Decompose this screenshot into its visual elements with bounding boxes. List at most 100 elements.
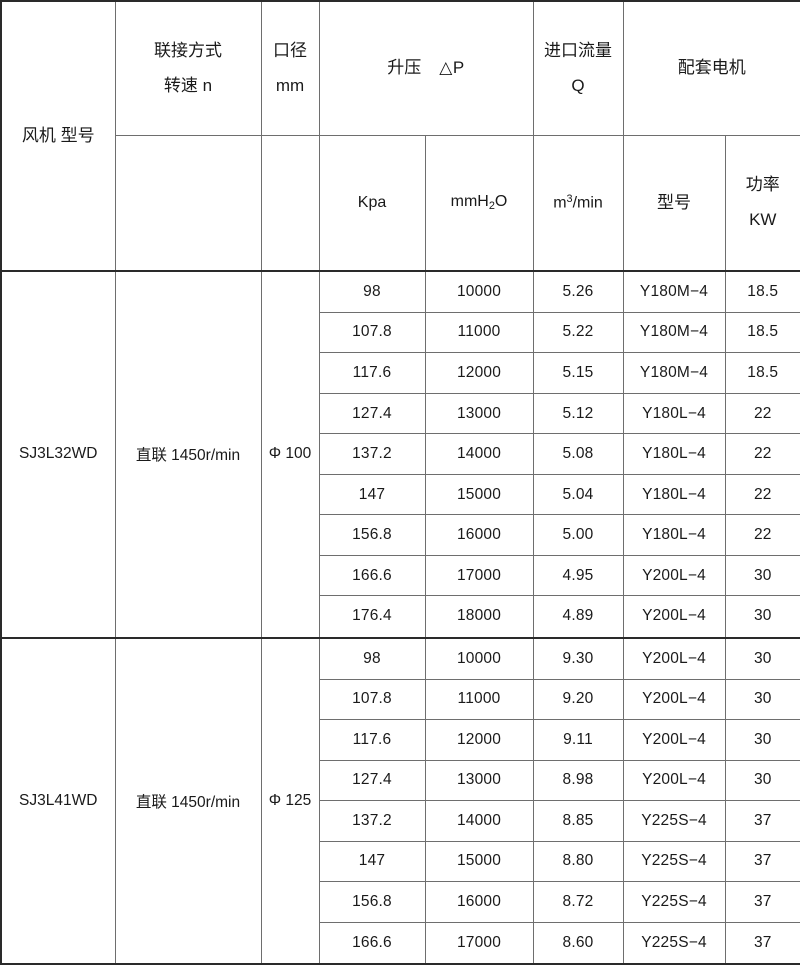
cell-pressure-mmh2o: 13000 (424, 392, 534, 435)
cell-inlet-flow: 5.26 (532, 269, 624, 313)
cell-pressure-mmh2o: 13000 (424, 759, 534, 802)
table-row: SJ3L32WD 直联 1450r/min Φ 100 98 10000 5.26 Y180… (0, 269, 800, 638)
header-blank-coupling (114, 135, 262, 272)
cell-pressure-mmh2o: 10000 (424, 269, 534, 313)
header-inlet-flow-label: 进口流量 (544, 40, 613, 60)
cell-motor-power: 30 (724, 636, 800, 680)
cell-motor-power: 37 (724, 800, 800, 842)
cell-motor-model: Y180L−4 (622, 473, 726, 516)
cell-inlet-flow: 5.15 (532, 352, 624, 394)
cell-motor-power: 22 (724, 392, 800, 435)
cell-inlet-flow: 4.95 (532, 554, 624, 597)
cell-motor-power: 18.5 (724, 311, 800, 354)
cell-motor-power: 37 (724, 840, 800, 883)
header-bore-label: 口径 (273, 40, 307, 60)
cell-inlet-flow: 5.12 (532, 392, 624, 435)
cell-motor-power: 30 (724, 759, 800, 802)
header-motor-power: 功率 KW (724, 135, 800, 272)
header-bore-unit: mm (275, 76, 305, 96)
header-pressure-rise: 升压 △P (318, 0, 534, 137)
cell-pressure-mmh2o: 15000 (424, 473, 534, 516)
cell-inlet-flow: 5.00 (532, 514, 624, 556)
cell-motor-model: Y225S−4 (622, 921, 726, 965)
table-row: 147 15000 8.80 Y225S−4 37 (1, 840, 800, 883)
cell-motor-model: Y225S−4 (622, 800, 726, 842)
header-unit-mmh2o: mmH2O (424, 135, 534, 272)
table-row: 156.8 16000 8.72 Y225S−4 37 (1, 881, 800, 923)
cell-pressure-kpa: 137.2 (318, 800, 426, 842)
cell-motor-model: Y180M−4 (622, 269, 726, 313)
cell-pressure-mmh2o: 18000 (424, 595, 534, 638)
cell-inlet-flow: 8.98 (532, 759, 624, 802)
cell-pressure-kpa: 117.6 (318, 719, 426, 761)
cell-inlet-flow: 5.22 (532, 311, 624, 354)
cell-motor-model: Y225S−4 (622, 881, 726, 923)
header-bore: 口径 mm (260, 0, 320, 137)
table-row: 127.4 13000 8.98 Y200L−4 30 (1, 759, 800, 802)
cell-pressure-kpa: 127.4 (318, 759, 426, 802)
cell-motor-model: Y200L−4 (622, 554, 726, 597)
cell-pressure-mmh2o: 14000 (424, 800, 534, 842)
cell-pressure-kpa: 176.4 (318, 595, 426, 638)
header-motor-power-unit: KW (749, 210, 777, 230)
cell-motor-model: Y180L−4 (622, 514, 726, 556)
cell-pressure-kpa: 156.8 (318, 514, 426, 556)
cell-bore: Φ 100 (260, 269, 320, 638)
cell-pressure-mmh2o: 17000 (424, 921, 534, 965)
header-coupling-speed: 联接方式 转速 n (114, 0, 262, 137)
cell-inlet-flow: 5.04 (532, 473, 624, 516)
cell-pressure-mmh2o: 12000 (424, 352, 534, 394)
cell-pressure-mmh2o: 11000 (424, 311, 534, 354)
cell-motor-model: Y200L−4 (622, 595, 726, 638)
cell-inlet-flow: 9.11 (532, 719, 624, 761)
cell-motor-model: Y200L−4 (622, 759, 726, 802)
header-speed-label: 转速 n (163, 76, 213, 96)
cell-pressure-mmh2o: 14000 (424, 433, 534, 475)
cell-inlet-flow: 5.08 (532, 433, 624, 475)
cell-pressure-kpa: 98 (318, 269, 426, 313)
unit-mmh2o-prefix: mmH (450, 193, 489, 211)
cell-pressure-kpa: 98 (318, 636, 426, 680)
cell-motor-power: 30 (724, 678, 800, 721)
cell-pressure-mmh2o: 17000 (424, 554, 534, 597)
cell-pressure-kpa: 127.4 (318, 392, 426, 435)
cell-motor-power: 22 (724, 473, 800, 516)
table-row: SJ3L41WD 直联 1450r/min Φ 125 98 10000 9.30 Y200… (0, 636, 800, 965)
table-row: 147 15000 5.04 Y180L−4 22 (1, 473, 800, 516)
unit-mmh2o-subscript: 2 (488, 200, 495, 213)
header-motor-power-label: 功率 (745, 175, 780, 195)
cell-inlet-flow: 8.60 (532, 921, 624, 965)
cell-motor-model: Y180M−4 (622, 311, 726, 354)
cell-bore: Φ 125 (260, 636, 320, 965)
cell-fan-model: SJ3L32WD (0, 269, 116, 638)
cell-motor-power: 37 (724, 921, 800, 965)
cell-motor-power: 22 (724, 514, 800, 556)
cell-pressure-kpa: 166.6 (318, 921, 426, 965)
header-inlet-flow: 进口流量 Q (532, 0, 624, 137)
cell-inlet-flow: 8.85 (532, 800, 624, 842)
cell-motor-model: Y180L−4 (622, 433, 726, 475)
table-row: 176.4 18000 4.89 Y200L−4 30 (1, 595, 800, 638)
header-unit-kpa: Kpa (318, 135, 426, 272)
cell-motor-model: Y200L−4 (622, 678, 726, 721)
unit-flow-suffix: /min (572, 194, 603, 212)
cell-pressure-kpa: 137.2 (318, 433, 426, 475)
cell-motor-power: 22 (724, 433, 800, 475)
cell-inlet-flow: 4.89 (532, 595, 624, 638)
cell-motor-power: 37 (724, 881, 800, 923)
cell-inlet-flow: 9.20 (532, 678, 624, 721)
cell-motor-model: Y180M−4 (622, 352, 726, 394)
header-motor-group: 配套电机 (622, 0, 800, 137)
cell-pressure-kpa: 147 (318, 473, 426, 516)
cell-motor-power: 30 (724, 554, 800, 597)
unit-flow-prefix: m (553, 194, 567, 212)
header-pressure-symbol: △P (439, 58, 465, 78)
cell-coupling-speed: 直联 1450r/min (114, 269, 262, 638)
table-row: 107.8 11000 5.22 Y180M−4 18.5 (1, 311, 800, 354)
cell-pressure-mmh2o: 15000 (424, 840, 534, 883)
header-row-primary: 风机 型号 联接方式 转速 n 口径 mm 升压 △P 进口流量 Q (0, 0, 800, 272)
unit-flow-superscript: 3 (566, 193, 573, 206)
cell-inlet-flow: 9.30 (532, 636, 624, 680)
cell-motor-model: Y180L−4 (622, 392, 726, 435)
